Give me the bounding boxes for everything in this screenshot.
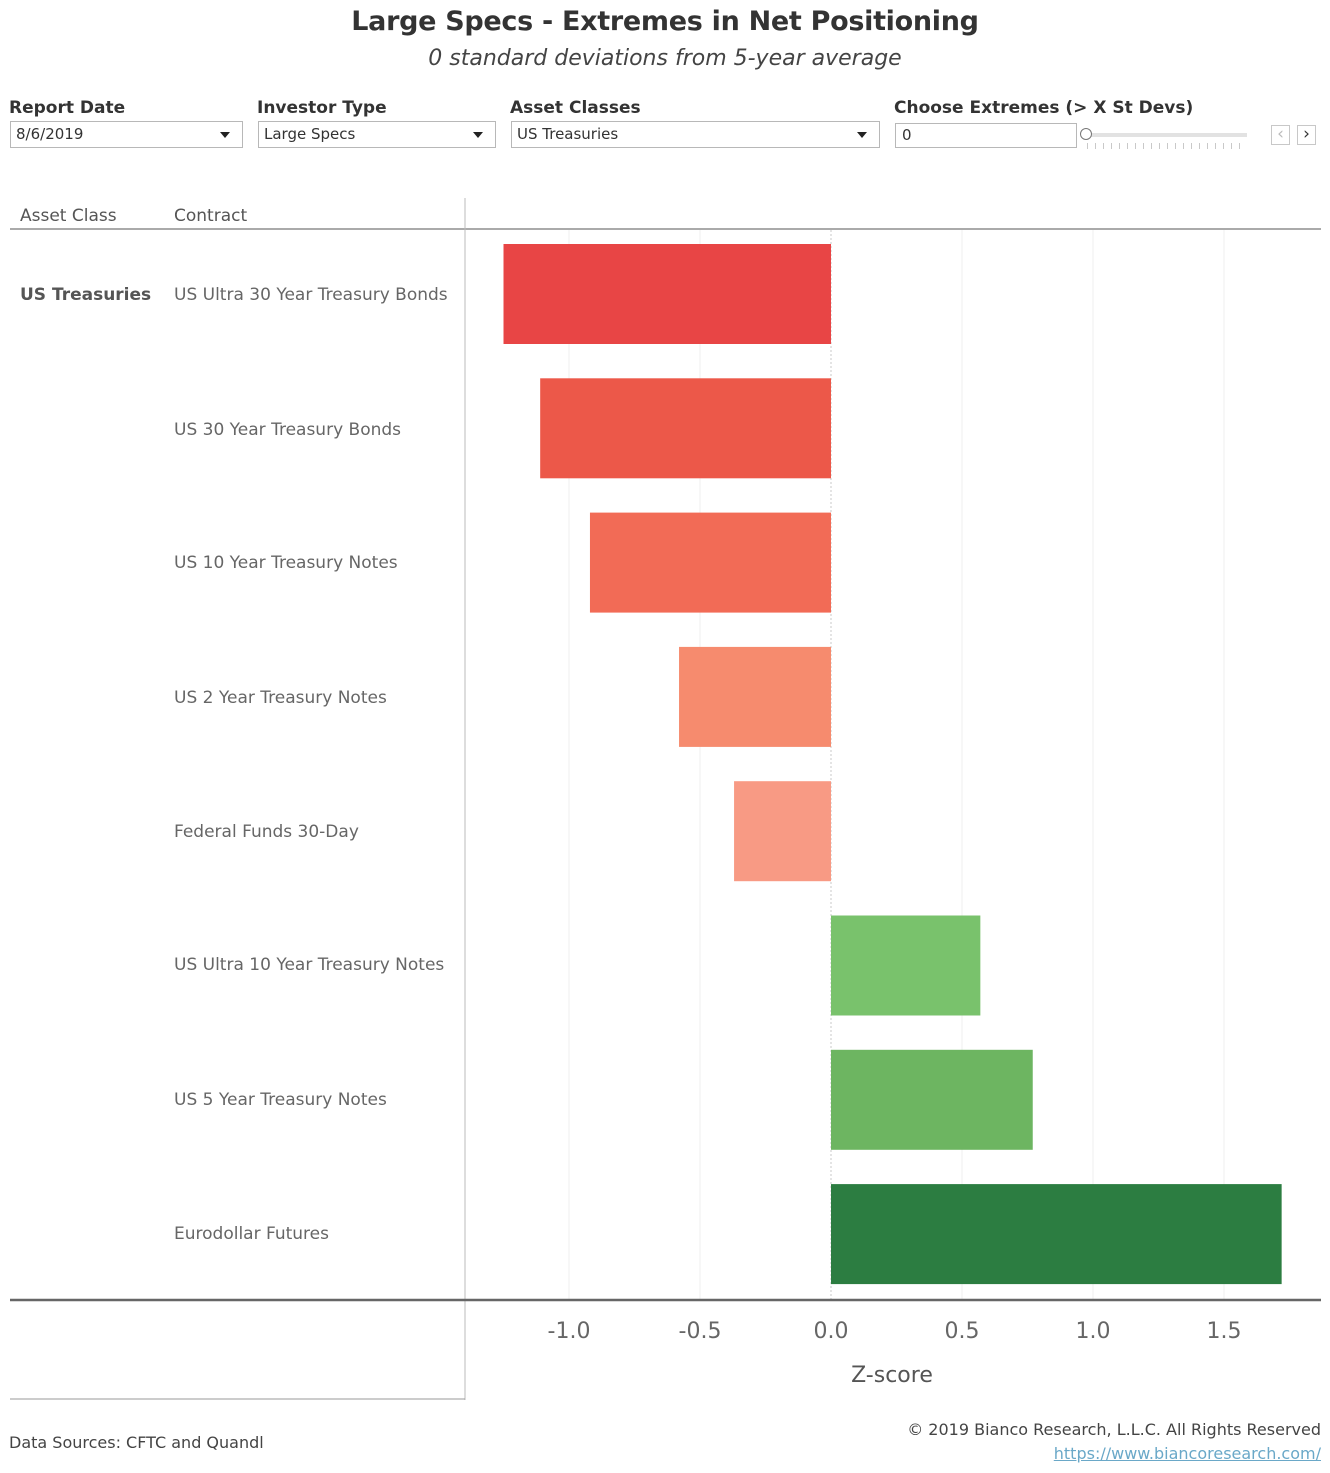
- x-tick-label: 1.0: [1076, 1319, 1111, 1344]
- report-date-dropdown[interactable]: 8/6/2019: [10, 121, 243, 148]
- row-label: Federal Funds 30-Day: [174, 822, 359, 842]
- x-axis: -1.0 -0.5 0.0 0.5 1.0 1.5: [548, 1319, 1242, 1344]
- asset-classes-dropdown[interactable]: US Treasuries: [511, 121, 880, 148]
- page-title: Large Specs - Extremes in Net Positionin…: [351, 6, 979, 37]
- asset-class-header: Asset Class: [20, 206, 117, 226]
- chevron-down-icon: [220, 132, 230, 138]
- extremes-slider-thumb[interactable]: [1080, 128, 1092, 140]
- bar[interactable]: [831, 1184, 1282, 1285]
- bar[interactable]: [679, 646, 831, 747]
- chevron-left-icon: ‹: [1277, 124, 1284, 144]
- investor-type-value: Large Specs: [264, 125, 356, 143]
- extremes-slider-ticks: [1087, 143, 1247, 149]
- chevron-down-icon: [473, 132, 483, 138]
- row-label: US Ultra 30 Year Treasury Bonds: [174, 285, 448, 305]
- asset-classes-value: US Treasuries: [517, 125, 619, 143]
- x-tick-label: -1.0: [548, 1319, 591, 1344]
- extremes-input[interactable]: 0: [895, 123, 1077, 148]
- contract-header: Contract: [174, 206, 248, 226]
- extremes-label: Choose Extremes (> X St Devs): [894, 98, 1194, 118]
- bar[interactable]: [831, 915, 981, 1016]
- row-label: US Ultra 10 Year Treasury Notes: [174, 955, 445, 975]
- row-label: Eurodollar Futures: [174, 1224, 329, 1244]
- data-sources: Data Sources: CFTC and Quandl: [9, 1433, 264, 1452]
- row-label: US 5 Year Treasury Notes: [174, 1090, 387, 1110]
- x-tick-label: 1.5: [1207, 1319, 1242, 1344]
- page-subtitle: 0 standard deviations from 5-year averag…: [428, 46, 902, 71]
- copyright: © 2019 Bianco Research, L.L.C. All Right…: [907, 1420, 1321, 1439]
- extremes-slider-track[interactable]: [1085, 133, 1247, 137]
- report-date-value: 8/6/2019: [16, 125, 84, 143]
- bar[interactable]: [831, 1049, 1033, 1150]
- bar[interactable]: [503, 244, 832, 344]
- x-tick-label: -0.5: [679, 1319, 722, 1344]
- asset-class-group: US Treasuries: [20, 285, 152, 305]
- bar[interactable]: [734, 781, 831, 882]
- chevron-right-icon: ›: [1303, 124, 1310, 144]
- x-tick-label: 0.5: [945, 1319, 980, 1344]
- investor-type-dropdown[interactable]: Large Specs: [258, 121, 496, 148]
- row-label: US 10 Year Treasury Notes: [174, 553, 398, 573]
- asset-classes-label: Asset Classes: [510, 98, 641, 118]
- bar[interactable]: [540, 378, 831, 479]
- row-label: US 2 Year Treasury Notes: [174, 688, 387, 708]
- investor-type-label: Investor Type: [257, 98, 387, 118]
- row-label: US 30 Year Treasury Bonds: [174, 420, 402, 440]
- bar[interactable]: [589, 512, 831, 613]
- website-link[interactable]: https://www.biancoresearch.com/: [1053, 1444, 1321, 1463]
- bars: [503, 244, 1282, 1285]
- x-tick-label: 0.0: [814, 1319, 849, 1344]
- step-back-button[interactable]: ‹: [1271, 125, 1290, 145]
- chevron-down-icon: [857, 132, 867, 138]
- report-date-label: Report Date: [9, 98, 126, 118]
- x-axis-label: Z-score: [851, 1363, 933, 1388]
- step-forward-button[interactable]: ›: [1297, 125, 1316, 145]
